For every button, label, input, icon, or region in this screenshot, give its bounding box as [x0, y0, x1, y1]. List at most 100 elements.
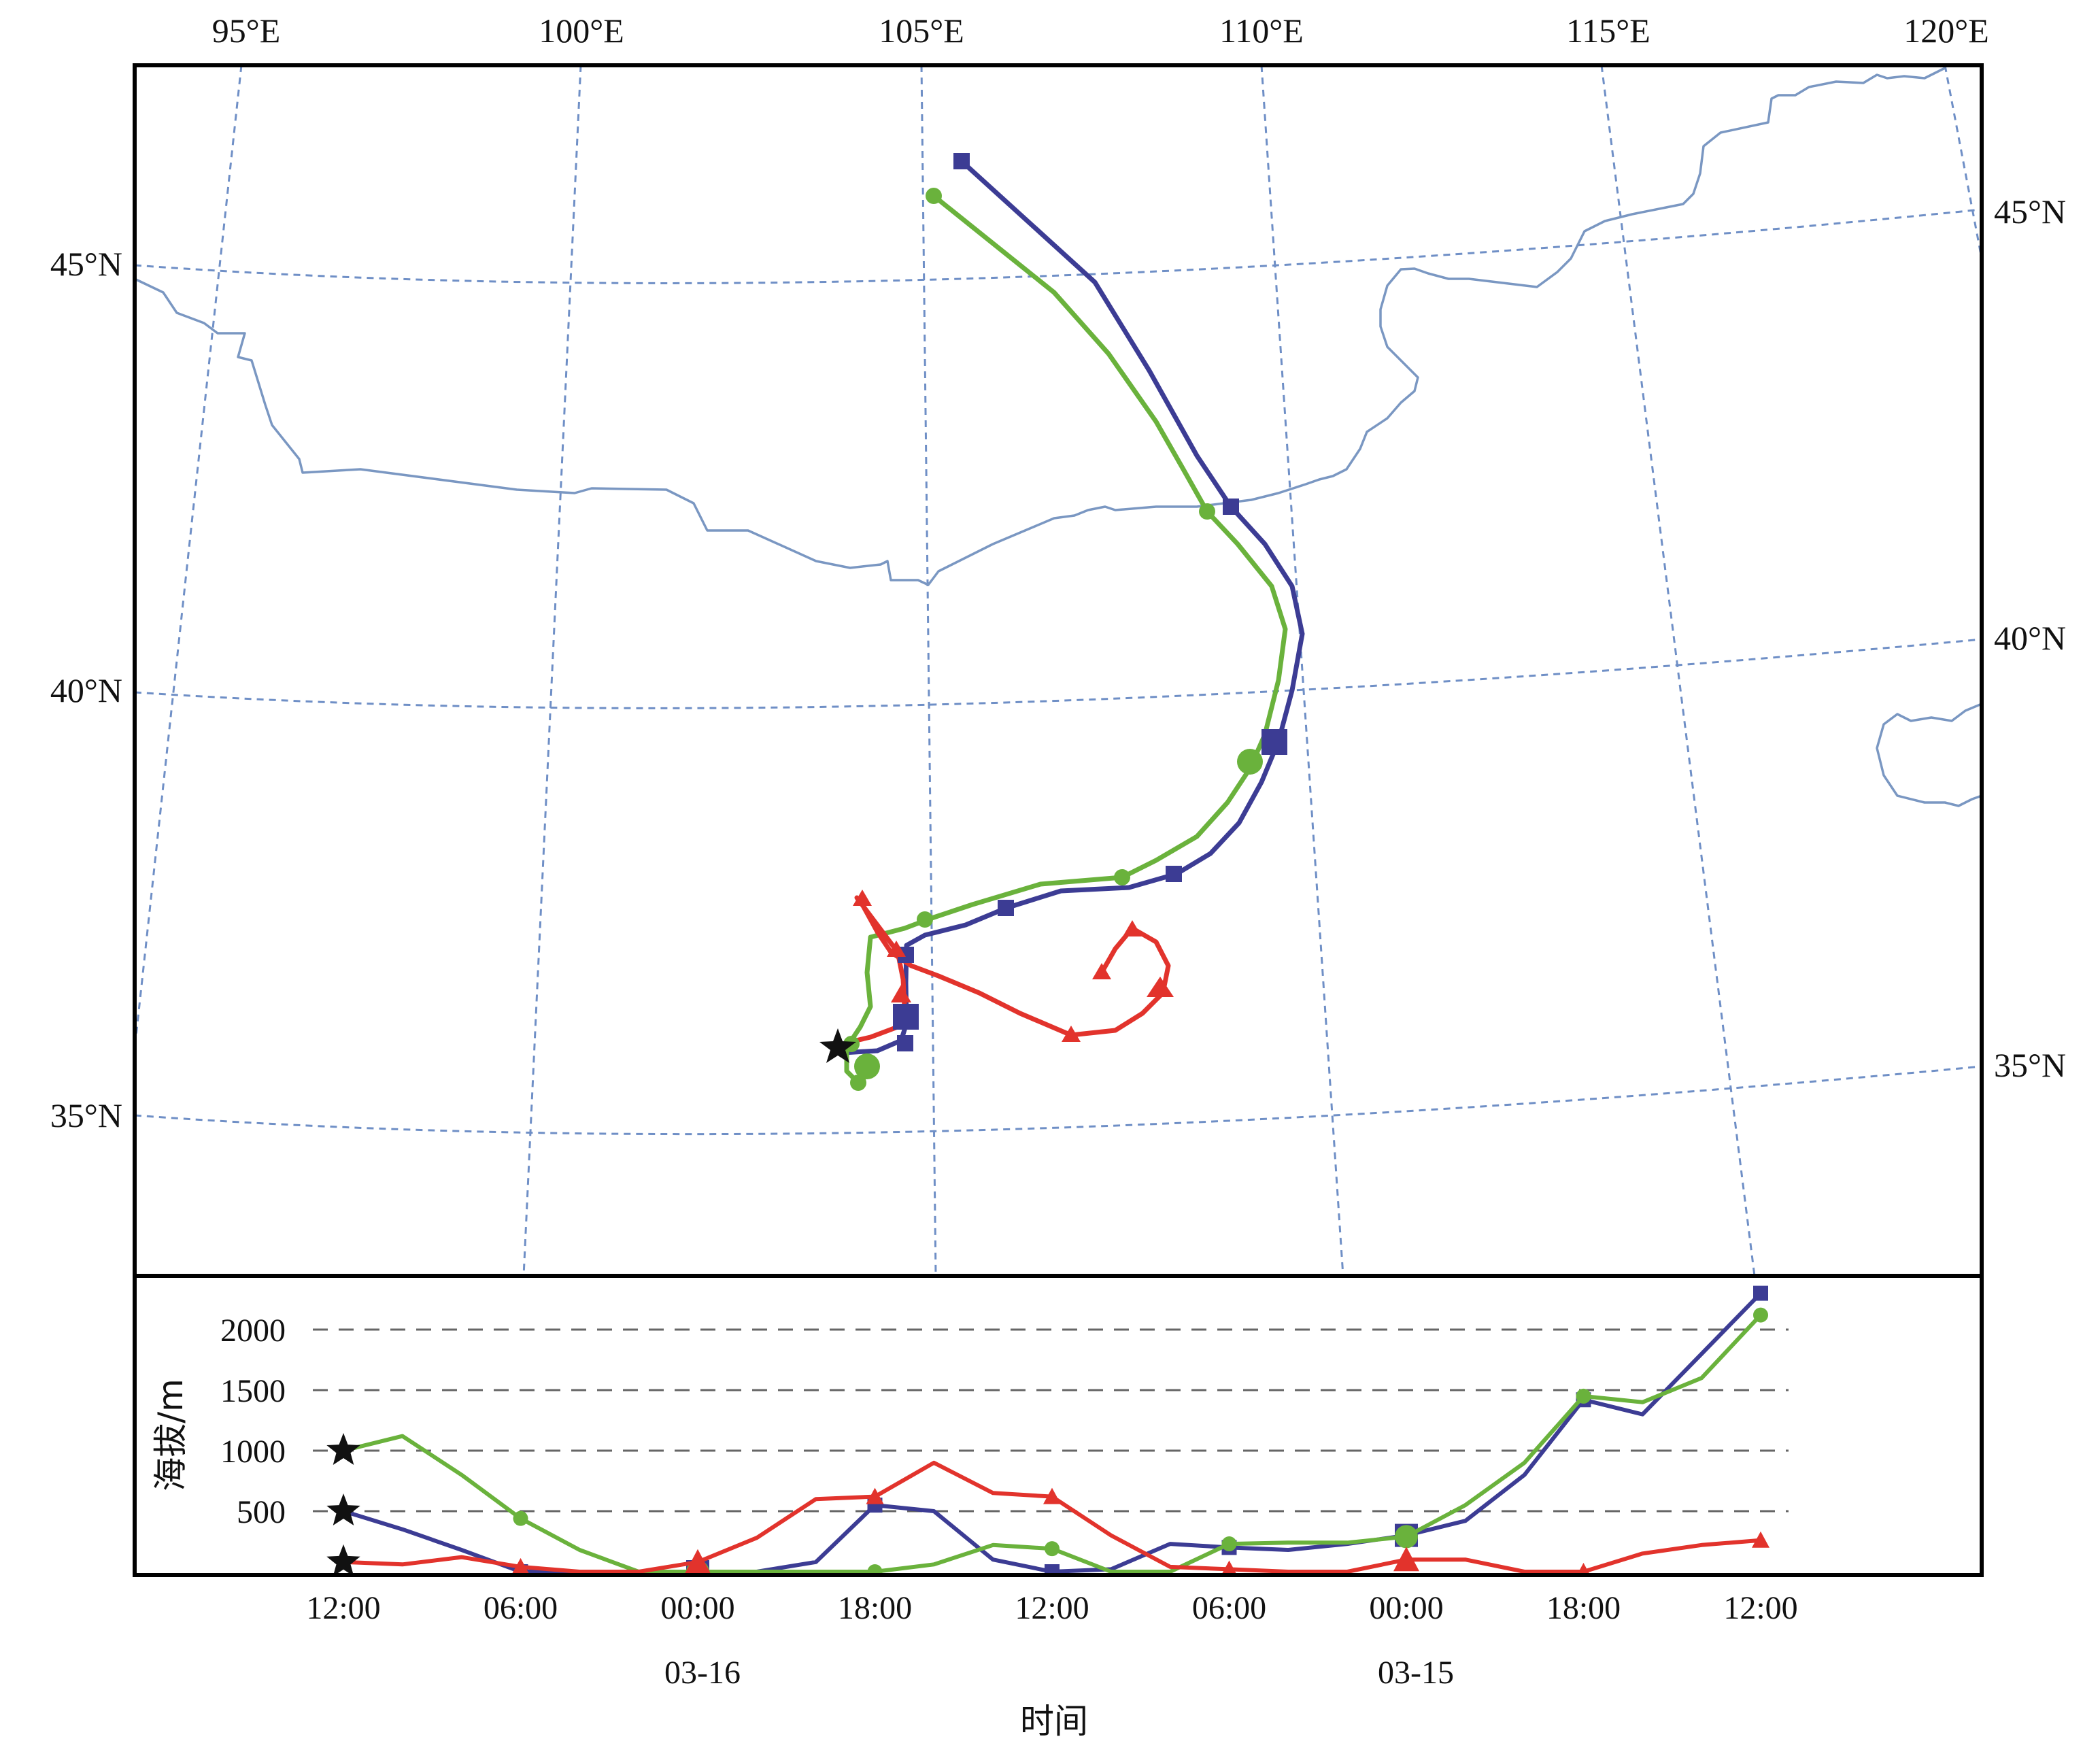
altitude-point-red: [511, 1557, 530, 1574]
border-lines: [135, 67, 1982, 807]
altitude-start-stars: [326, 1433, 360, 1576]
lat-label-right-40n: 40°N: [1994, 619, 2066, 657]
parallel-gridlines: [135, 208, 1982, 1136]
lat-label-right-35n: 35°N: [1994, 1046, 2066, 1084]
marker-red: [1147, 977, 1174, 997]
altitude-point-green: [1045, 1541, 1060, 1557]
marker-blue: [897, 1035, 913, 1051]
x-tick-label: 00:00: [1369, 1590, 1443, 1626]
altitude-point-red: [1043, 1487, 1061, 1504]
altitude-point-blue: [1045, 1564, 1060, 1575]
altitude-line-blue: [343, 1291, 1763, 1574]
altitude-point-red: [1393, 1547, 1419, 1572]
x-tick-label: 00:00: [660, 1590, 734, 1626]
x-tick-labels: 12:00 06:00 00:00 18:00 12:00 06:00 00:00 18:00…: [306, 1590, 1797, 1626]
lon-label-120e: 120°E: [1903, 12, 1989, 50]
altitude-point-green: [1395, 1525, 1418, 1549]
marker-blue: [1166, 866, 1182, 882]
marker-red: [1123, 920, 1142, 936]
altitude-point-red: [866, 1487, 884, 1504]
meridian-110e: [1260, 65, 1344, 1276]
lon-label-115e: 115°E: [1566, 12, 1650, 50]
longitude-labels: 95°E 100°E 105°E 110°E 115°E 120°E: [212, 12, 1989, 50]
altitude-point-red: [1576, 1563, 1591, 1575]
altitude-series: [343, 1285, 1769, 1575]
x-tick-label: 18:00: [838, 1590, 912, 1626]
trajectory-green: [844, 194, 1288, 1085]
marker-green: [926, 188, 942, 204]
lon-label-95e: 95°E: [212, 12, 281, 50]
altitude-point-green: [513, 1510, 528, 1526]
start-point-star-icon: [819, 1028, 856, 1063]
marker-green: [1114, 869, 1130, 885]
altitude-point-green: [1753, 1307, 1768, 1323]
start-star-icon: [326, 1493, 360, 1525]
y-tick-label: 500: [237, 1494, 286, 1530]
marker-green: [917, 911, 933, 928]
marker-red: [887, 941, 906, 957]
marker-green: [850, 1075, 866, 1091]
date-label-03-15: 03-15: [1378, 1655, 1454, 1691]
meridian-120e: [1944, 65, 1982, 259]
y-tick-label: 1000: [220, 1434, 286, 1470]
marker-green: [1199, 503, 1215, 520]
meridian-115e: [1600, 65, 1756, 1276]
lat-label-left-35n: 35°N: [50, 1096, 122, 1134]
start-star-icon: [326, 1433, 360, 1465]
national-border: [135, 67, 1946, 586]
x-tick-label: 12:00: [1015, 1590, 1089, 1626]
x-tick-label: 12:00: [306, 1590, 380, 1626]
marker-green: [854, 1053, 880, 1079]
marker-red: [1062, 1026, 1081, 1042]
altitude-point-red: [1221, 1560, 1238, 1575]
lat-label-right-45n: 45°N: [1994, 192, 2066, 231]
trajectory-red: [849, 895, 1171, 1045]
meridian-105e: [920, 65, 937, 1276]
latitude-labels: 45°N 40°N 35°N 45°N 40°N 35°N: [50, 192, 2066, 1134]
meridian-100e: [522, 65, 582, 1276]
profile-frame: [133, 1274, 1984, 1577]
map-panel: 95°E 100°E 105°E 110°E 115°E 120°E 45°N …: [50, 12, 2066, 1278]
map-trajectories: [819, 153, 1305, 1091]
altitude-point-green: [867, 1564, 883, 1575]
altitude-point-green: [1221, 1536, 1237, 1552]
x-tick-label: 12:00: [1723, 1590, 1797, 1626]
start-star-icon: [326, 1544, 360, 1576]
lon-label-105e: 105°E: [879, 12, 964, 50]
y-tick-label: 1500: [220, 1373, 286, 1409]
lat-label-left-45n: 45°N: [50, 245, 122, 283]
marker-red: [891, 985, 911, 1002]
y-tick-label: 2000: [220, 1313, 286, 1349]
x-tick-label: 06:00: [484, 1590, 558, 1626]
marker-red: [1092, 963, 1111, 979]
altitude-point-green: [1576, 1388, 1591, 1404]
altitude-point-blue: [1753, 1285, 1768, 1301]
meridian-gridlines: [135, 65, 1982, 1276]
marker-blue: [1261, 729, 1287, 755]
meridian-95e: [135, 65, 243, 1059]
date-label-03-16: 03-16: [664, 1655, 741, 1691]
bohai-coastline: [1876, 703, 1982, 807]
marker-blue: [893, 1004, 919, 1030]
parallel-35n: [135, 1065, 1982, 1136]
marker-blue: [998, 900, 1014, 916]
marker-green: [1237, 749, 1263, 775]
marker-blue: [953, 153, 970, 169]
parallel-40n: [135, 638, 1982, 709]
x-tick-label: 18:00: [1546, 1590, 1621, 1626]
x-tick-label: 06:00: [1192, 1590, 1266, 1626]
trajectory-blue: [843, 159, 1305, 1056]
altitude-point-red: [1752, 1531, 1769, 1548]
altitude-gridlines: [313, 1328, 1789, 1513]
lon-label-100e: 100°E: [539, 12, 624, 50]
lat-label-left-40n: 40°N: [50, 671, 122, 709]
marker-red: [853, 890, 872, 906]
y-tick-labels: 500 1000 1500 2000: [220, 1313, 286, 1530]
parallel-45n: [135, 208, 1982, 284]
x-axis-label: 时间: [1020, 1702, 1088, 1739]
lon-label-110e: 110°E: [1219, 12, 1304, 50]
marker-blue: [1223, 499, 1239, 515]
y-axis-label: 海拔/m: [151, 1379, 190, 1491]
